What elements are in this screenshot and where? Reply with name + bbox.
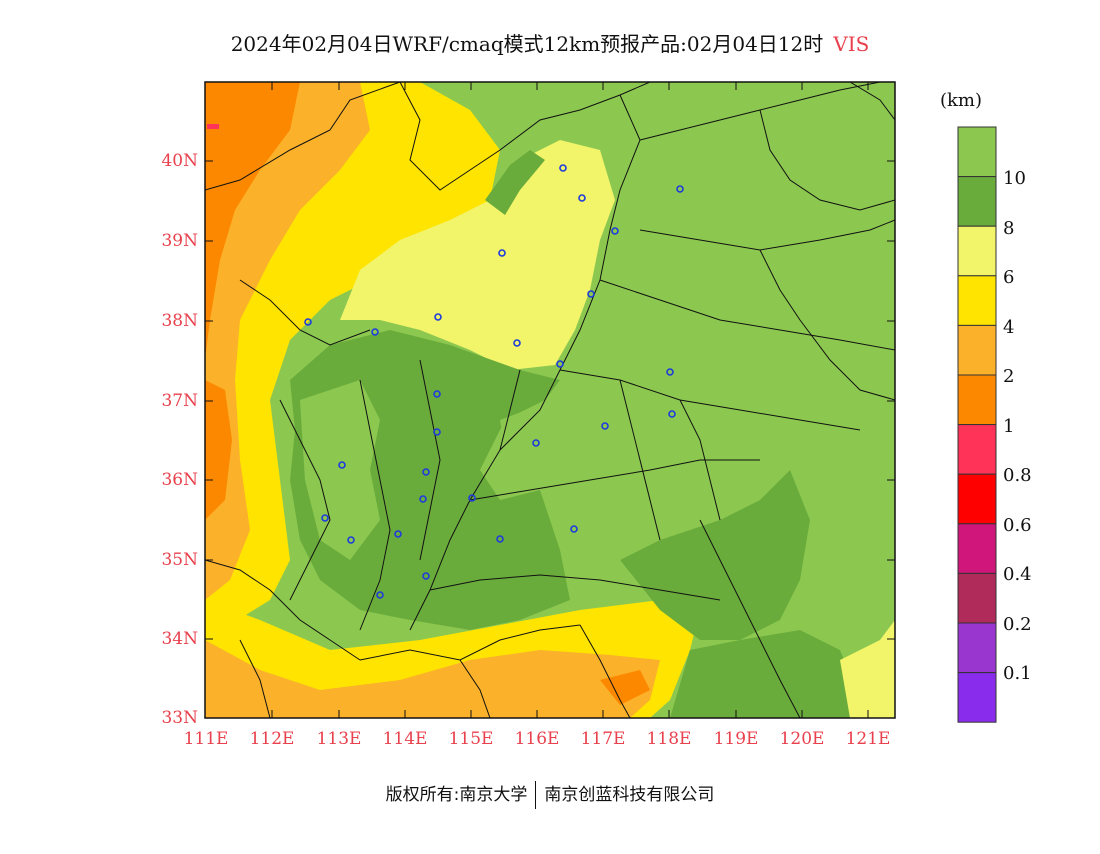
lat-label: 36N (161, 470, 198, 490)
city-marker (666, 368, 674, 376)
colorbar-swatch (957, 622, 997, 674)
city-marker (434, 313, 442, 321)
colorbar-swatch (957, 225, 997, 277)
field-vis-1-2-west (205, 82, 300, 360)
field-vis-1-2-west-strip (205, 380, 232, 520)
colorbar-swatch (957, 374, 997, 426)
colorbar-swatch (957, 275, 997, 326)
colorbar-label: 4 (1003, 317, 1015, 338)
city-marker (394, 530, 402, 538)
copyright-footer: 版权所有:南京大学 南京创蓝科技有限公司 (0, 780, 1100, 809)
field-vis-low-spot (207, 124, 219, 129)
lon-label: 120E (779, 729, 825, 749)
city-marker (513, 339, 521, 347)
field-vis-10-central-east (500, 405, 560, 475)
city-marker (419, 495, 427, 503)
city-marker (347, 536, 355, 544)
lon-label: 112E (249, 729, 295, 749)
lon-label: 114E (382, 729, 428, 749)
field-vis-2-4-south (205, 640, 660, 718)
footer-divider (535, 781, 537, 809)
lon-label: 115E (448, 729, 494, 749)
lon-label: 118E (646, 729, 692, 749)
field-vis-8-10-north (485, 150, 545, 215)
city-marker (578, 194, 586, 202)
colorbar-label: 2 (1003, 366, 1015, 387)
colorbar-swatch (957, 572, 997, 624)
field-vis-6-8-north (340, 140, 615, 370)
lon-label: 111E (183, 729, 229, 749)
lat-label: 35N (161, 550, 198, 570)
city-marker (587, 290, 595, 298)
copyright-owner: 版权所有:南京大学 (385, 785, 528, 805)
colorbar-swatch (957, 473, 997, 525)
field-vis-1-2-south (600, 670, 650, 705)
map-plot-area (205, 82, 895, 718)
city-marker (532, 439, 540, 447)
colorbar-unit: (km) (940, 90, 983, 111)
city-marker (321, 514, 329, 522)
lat-label: 40N (161, 151, 198, 171)
colorbar-swatch (957, 523, 997, 574)
lon-label: 117E (580, 729, 626, 749)
lon-label: 113E (316, 729, 362, 749)
field-vis-8-10-east (620, 470, 810, 640)
lat-label: 39N (161, 231, 198, 251)
city-marker (433, 428, 441, 436)
map-frame (204, 81, 896, 719)
field-vis-6-8-southeast (840, 620, 895, 718)
copyright-company: 南京创蓝科技有限公司 (544, 785, 715, 805)
city-marker (371, 328, 379, 336)
city-marker (498, 249, 506, 257)
city-marker (468, 494, 476, 502)
colorbar-swatch (957, 672, 997, 723)
lat-label: 34N (161, 629, 198, 649)
colorbar-swatch (957, 176, 997, 227)
city-marker (422, 468, 430, 476)
lat-label: 37N (161, 391, 198, 411)
city-marker (601, 422, 609, 430)
map-title: 2024年02月04日WRF/cmaq模式12km预报产品:02月04日12时 V… (0, 28, 1100, 57)
colorbar-label: 6 (1003, 267, 1015, 288)
city-markers (304, 164, 684, 599)
lon-label: 121E (845, 729, 891, 749)
field-vis-8-10-southeast (670, 630, 870, 718)
colorbar-swatch (957, 126, 997, 178)
city-marker (559, 164, 567, 172)
city-marker (668, 410, 676, 418)
city-marker (496, 535, 504, 543)
title-text: 2024年02月04日WRF/cmaq模式12km预报产品:02月04日12时 (230, 32, 824, 56)
city-marker (376, 591, 384, 599)
colorbar-swatch (957, 324, 997, 376)
lon-label: 116E (514, 729, 560, 749)
city-marker (676, 185, 684, 193)
colorbar-label: 0.2 (1003, 614, 1032, 635)
lat-label: 38N (161, 311, 198, 331)
field-vis-2-4-west (205, 82, 370, 600)
city-marker (338, 461, 346, 469)
city-marker (611, 227, 619, 235)
colorbar-label: 1 (1003, 416, 1015, 437)
colorbar-label: 0.1 (1003, 663, 1032, 684)
colorbar-label: 0.4 (1003, 564, 1032, 585)
axis-ticks (205, 82, 895, 718)
colorbar (957, 126, 997, 723)
colorbar-label: 8 (1003, 218, 1015, 239)
colorbar-swatch (957, 424, 997, 475)
field-vis-10-central-inner (300, 380, 380, 560)
colorbar-label: 10 (1003, 168, 1026, 189)
colorbar-label: 0.6 (1003, 515, 1032, 536)
lat-label: 33N (161, 708, 198, 728)
variable-name: VIS (833, 32, 870, 56)
city-marker (570, 525, 578, 533)
city-marker (304, 318, 312, 326)
city-marker (556, 360, 564, 368)
city-marker (422, 572, 430, 580)
colorbar-label: 0.8 (1003, 465, 1032, 486)
city-marker (433, 390, 441, 398)
lon-label: 119E (713, 729, 759, 749)
